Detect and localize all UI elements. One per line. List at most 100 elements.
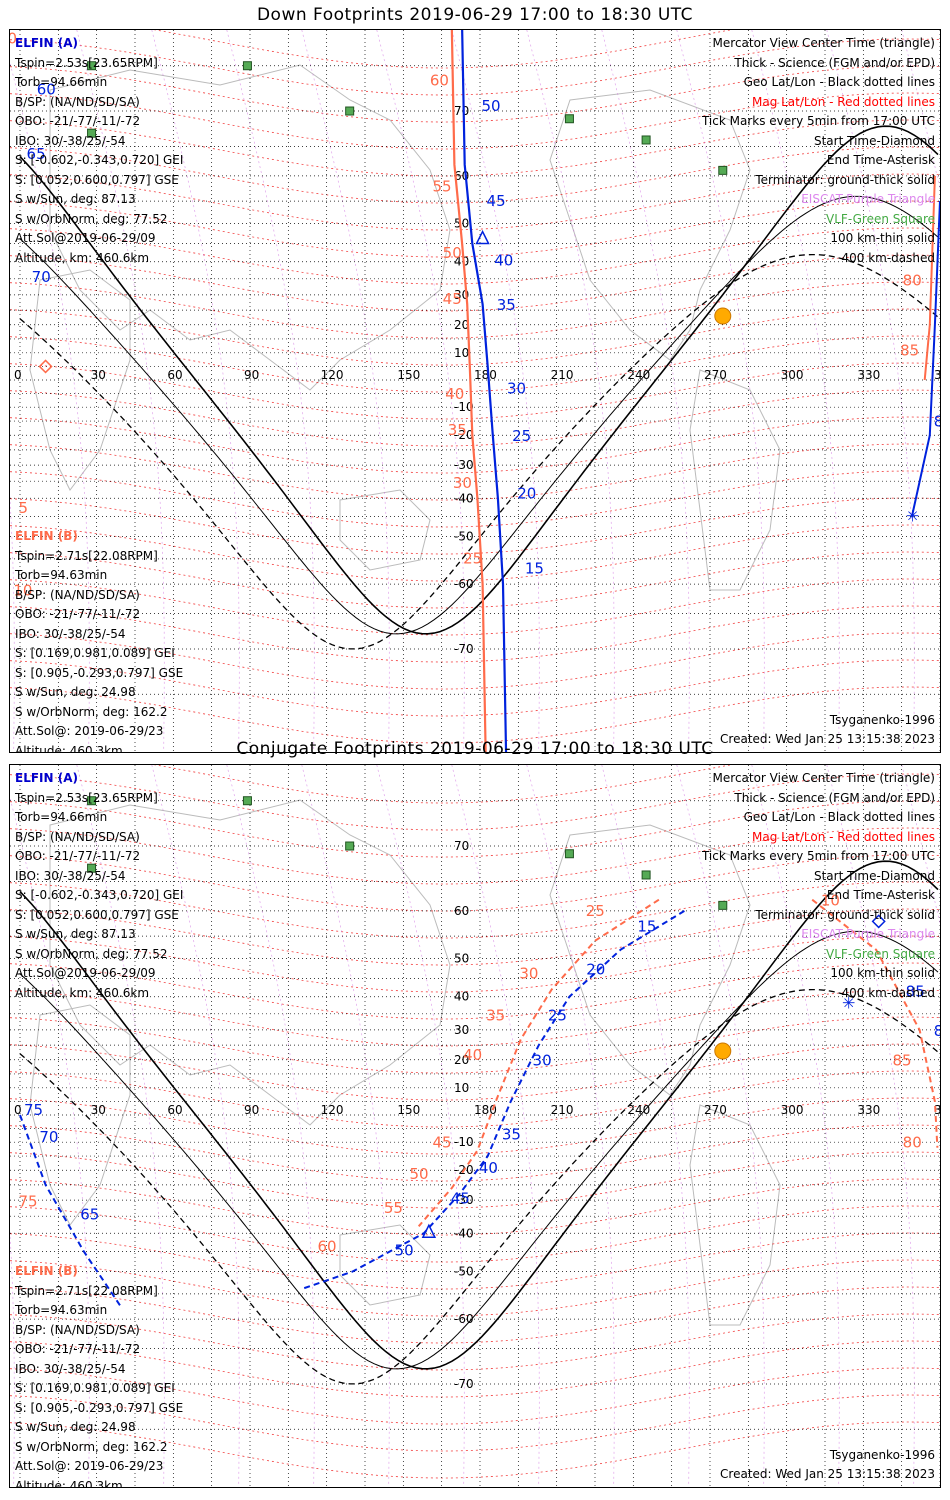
lat-tick-label: -60: [454, 577, 474, 591]
legend-line: Mag Lat/Lon - Red dotted lines: [751, 829, 935, 844]
info-b-line: S: [0.905,-0.293,0.797] GSE: [15, 665, 184, 680]
mag-lat-line: [10, 254, 940, 312]
mag-lat-line: [153, 765, 733, 804]
mag-lat-line: [10, 1151, 940, 1209]
mag-lat-line: [10, 962, 940, 1020]
lon-tick-label: 330: [857, 368, 880, 382]
lon-tick-label: 300: [781, 1103, 804, 1117]
vlf-site-icon: [718, 900, 728, 910]
start-diamond-icon: [871, 914, 886, 929]
elfin-b-label: ELFIN (B): [15, 1264, 78, 1278]
info-a-line: S: [-0.602,-0.343,0.720] GEI: [15, 153, 184, 167]
lat-tick-label: -50: [454, 530, 474, 544]
vlf-site-icon: [87, 128, 97, 138]
elfin-b-tick-label: 35: [486, 1006, 505, 1024]
elfin-b-tick-label: 45: [443, 290, 462, 308]
info-a-line: B/SP: (NA/ND/SD/SA): [15, 94, 140, 109]
vlf-site-icon: [718, 165, 728, 175]
info-a-line: S: [0.052,0.600,0.797] GSE: [15, 907, 179, 922]
info-a-line: S: [0.052,0.600,0.797] GSE: [15, 172, 179, 187]
info-a-line: S w/Sun, deg: 87.13: [15, 192, 136, 206]
elfin-a-tick-label: 85: [906, 983, 925, 1001]
lat-tick-label: -10: [454, 1135, 474, 1149]
info-b-line: Att.Sol@: 2019-06-29/23: [15, 724, 164, 738]
info-b-line: S w/Sun, deg: 24.98: [15, 1420, 136, 1434]
info-a-line: Altitude, km: 460.6km: [15, 985, 150, 1000]
mag-lat-line: [10, 1421, 940, 1479]
mag-lat-line: [10, 497, 940, 555]
mag-lon-line: [10, 1229, 15, 1486]
info-b-line: Att.Sol@: 2019-06-29/23: [15, 1459, 164, 1473]
elfin-b-tick-label: 25: [586, 902, 605, 920]
coastline: [29, 1004, 131, 1226]
elfin-b-info: ELFIN (B) Tspin=2.71s[22.08RPM] Torb=94.…: [15, 1262, 183, 1487]
elfin-a-tick-label: 35: [497, 296, 516, 314]
lat-tick-label: 60: [454, 904, 469, 918]
lon-tick-label: 90: [244, 368, 259, 382]
elfin-b-tick-label: 30: [519, 964, 538, 982]
terminator-100km: [19, 930, 939, 1370]
legend-line: 400 km-dashed: [841, 250, 935, 265]
lon-tick-label: 360: [934, 368, 941, 382]
start-diamond-icon: [38, 359, 53, 374]
info-a-line: Altitude, km: 460.6km: [15, 250, 150, 265]
elfin-b-tick-label: 30: [453, 474, 472, 492]
info-b-line: OBO: -21/-77/-11/-72: [15, 1342, 141, 1356]
lat-tick-label: -70: [454, 642, 474, 656]
info-b-line: Tspin=2.71s[22.08RPM]: [15, 548, 158, 563]
lon-tick-label: 180: [474, 1103, 497, 1117]
info-a-line: OBO: -21/-77/-11/-72: [15, 114, 141, 128]
elfin-b-tick-label: 75: [18, 1192, 37, 1210]
mag-lat-line: [10, 173, 940, 231]
elfin-b-tick-label: 50: [443, 244, 462, 262]
elfin-b-tick-label: 60: [317, 1238, 336, 1256]
lon-tick-label: 270: [704, 1103, 727, 1117]
elfin-b-tick-label: 55: [384, 1199, 403, 1217]
info-b-line: Altitude: 460.3km: [15, 743, 123, 753]
elfin-a-tick-label: 25: [512, 427, 531, 445]
mag-lat-line: [10, 227, 940, 285]
legend-line: Mag Lat/Lon - Red dotted lines: [751, 94, 935, 109]
elfin-b-conj-track: [417, 898, 660, 1227]
created-label: Created: Wed Jan 25 13:15:38 2023: [720, 1467, 935, 1481]
lat-tick-label: 10: [454, 1081, 469, 1095]
mag-lon-line: [526, 30, 615, 751]
elfin-a-label: ELFIN (A): [15, 771, 78, 785]
legend-line: Tick Marks every 5min from 17:00 UTC: [701, 114, 935, 128]
lon-tick-label: 270: [704, 368, 727, 382]
mag-lon-line: [301, 30, 390, 751]
mag-lat-line: [10, 1286, 940, 1344]
map-canvas-down: 0 30 60 90 120 150 180 210 240 270 300 330 360 70 60 50…: [10, 30, 941, 752]
mag-lat-line: [10, 935, 940, 993]
mag-lat-line: [10, 773, 940, 831]
center-time-triangle-icon: [421, 1223, 437, 1239]
mag-lon-line: [226, 30, 315, 751]
legend-line: Terminator: ground-thick solid: [755, 172, 935, 187]
elfin-b-tick-label: 60: [430, 71, 449, 89]
lon-tick-label: 90: [244, 1103, 259, 1117]
terminator-400km: [19, 988, 939, 1385]
elfin-b-tick-label: 35: [448, 421, 467, 439]
lon-tick-label: 180: [474, 368, 497, 382]
mag-lat-line: [10, 281, 940, 339]
mag-lat-line: [10, 1340, 940, 1398]
end-asterisk-icon: ✳: [842, 994, 855, 1013]
elfin-a-tick-label: 65: [27, 145, 46, 163]
info-b-line: Torb=94.63min: [15, 568, 108, 582]
legend-line: Start Time-Diamond: [813, 133, 935, 148]
vlf-site-icon: [87, 863, 97, 873]
elfin-a-conj-track-start: [19, 1114, 124, 1310]
vlf-site-icon: [87, 796, 97, 806]
elfin-a-tick-label: 45: [487, 192, 506, 210]
mag-lat-line: [10, 632, 940, 690]
lat-tick-label: 50: [454, 951, 469, 965]
lon-tick-label: 0: [14, 368, 22, 382]
mag-lat-line: [10, 92, 940, 150]
mag-lat-line: [10, 119, 940, 177]
info-a-line: Tspin=2.53s[23.65RPM]: [15, 790, 158, 805]
lat-tick-label: 20: [454, 1053, 469, 1067]
info-a-line: B/SP: (NA/ND/SD/SA): [15, 829, 140, 844]
elfin-a-tick-label: 25: [548, 1006, 567, 1024]
mag-lat-line: [10, 416, 940, 474]
vlf-site-icon: [242, 61, 252, 71]
